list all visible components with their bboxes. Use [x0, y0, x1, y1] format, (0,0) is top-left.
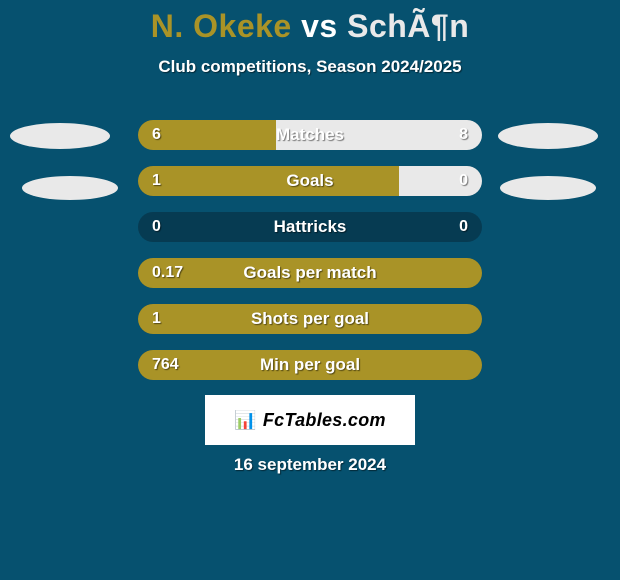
- stat-row: 1Shots per goal: [138, 304, 482, 334]
- avatar-ellipse: [10, 123, 110, 149]
- title-player-b: SchÃ¶n: [347, 8, 469, 44]
- stat-label: Matches: [138, 120, 482, 150]
- comparison-card: N. Okeke vs SchÃ¶n Club competitions, Se…: [0, 0, 620, 580]
- title-player-a: N. Okeke: [151, 8, 292, 44]
- stat-row: 68Matches: [138, 120, 482, 150]
- stat-label: Hattricks: [138, 212, 482, 242]
- stat-row: 0.17Goals per match: [138, 258, 482, 288]
- date-label: 16 september 2024: [0, 455, 620, 475]
- stat-row: 764Min per goal: [138, 350, 482, 380]
- avatar-ellipse: [500, 176, 596, 200]
- stat-row: 10Goals: [138, 166, 482, 196]
- stat-label: Goals per match: [138, 258, 482, 288]
- avatar-ellipse: [22, 176, 118, 200]
- chart-icon: 📊: [234, 410, 257, 431]
- stat-chart: 68Matches 10Goals 00Hattricks 0.17Goals per…: [0, 120, 620, 396]
- stat-label: Goals: [138, 166, 482, 196]
- avatar-ellipse: [498, 123, 598, 149]
- stat-row: 00Hattricks: [138, 212, 482, 242]
- watermark: 📊 FcTables.com: [205, 395, 415, 445]
- page-title: N. Okeke vs SchÃ¶n: [0, 0, 620, 45]
- stat-label: Shots per goal: [138, 304, 482, 334]
- title-vs: vs: [301, 8, 338, 44]
- watermark-text: FcTables.com: [263, 410, 386, 431]
- subtitle: Club competitions, Season 2024/2025: [0, 57, 620, 77]
- stat-label: Min per goal: [138, 350, 482, 380]
